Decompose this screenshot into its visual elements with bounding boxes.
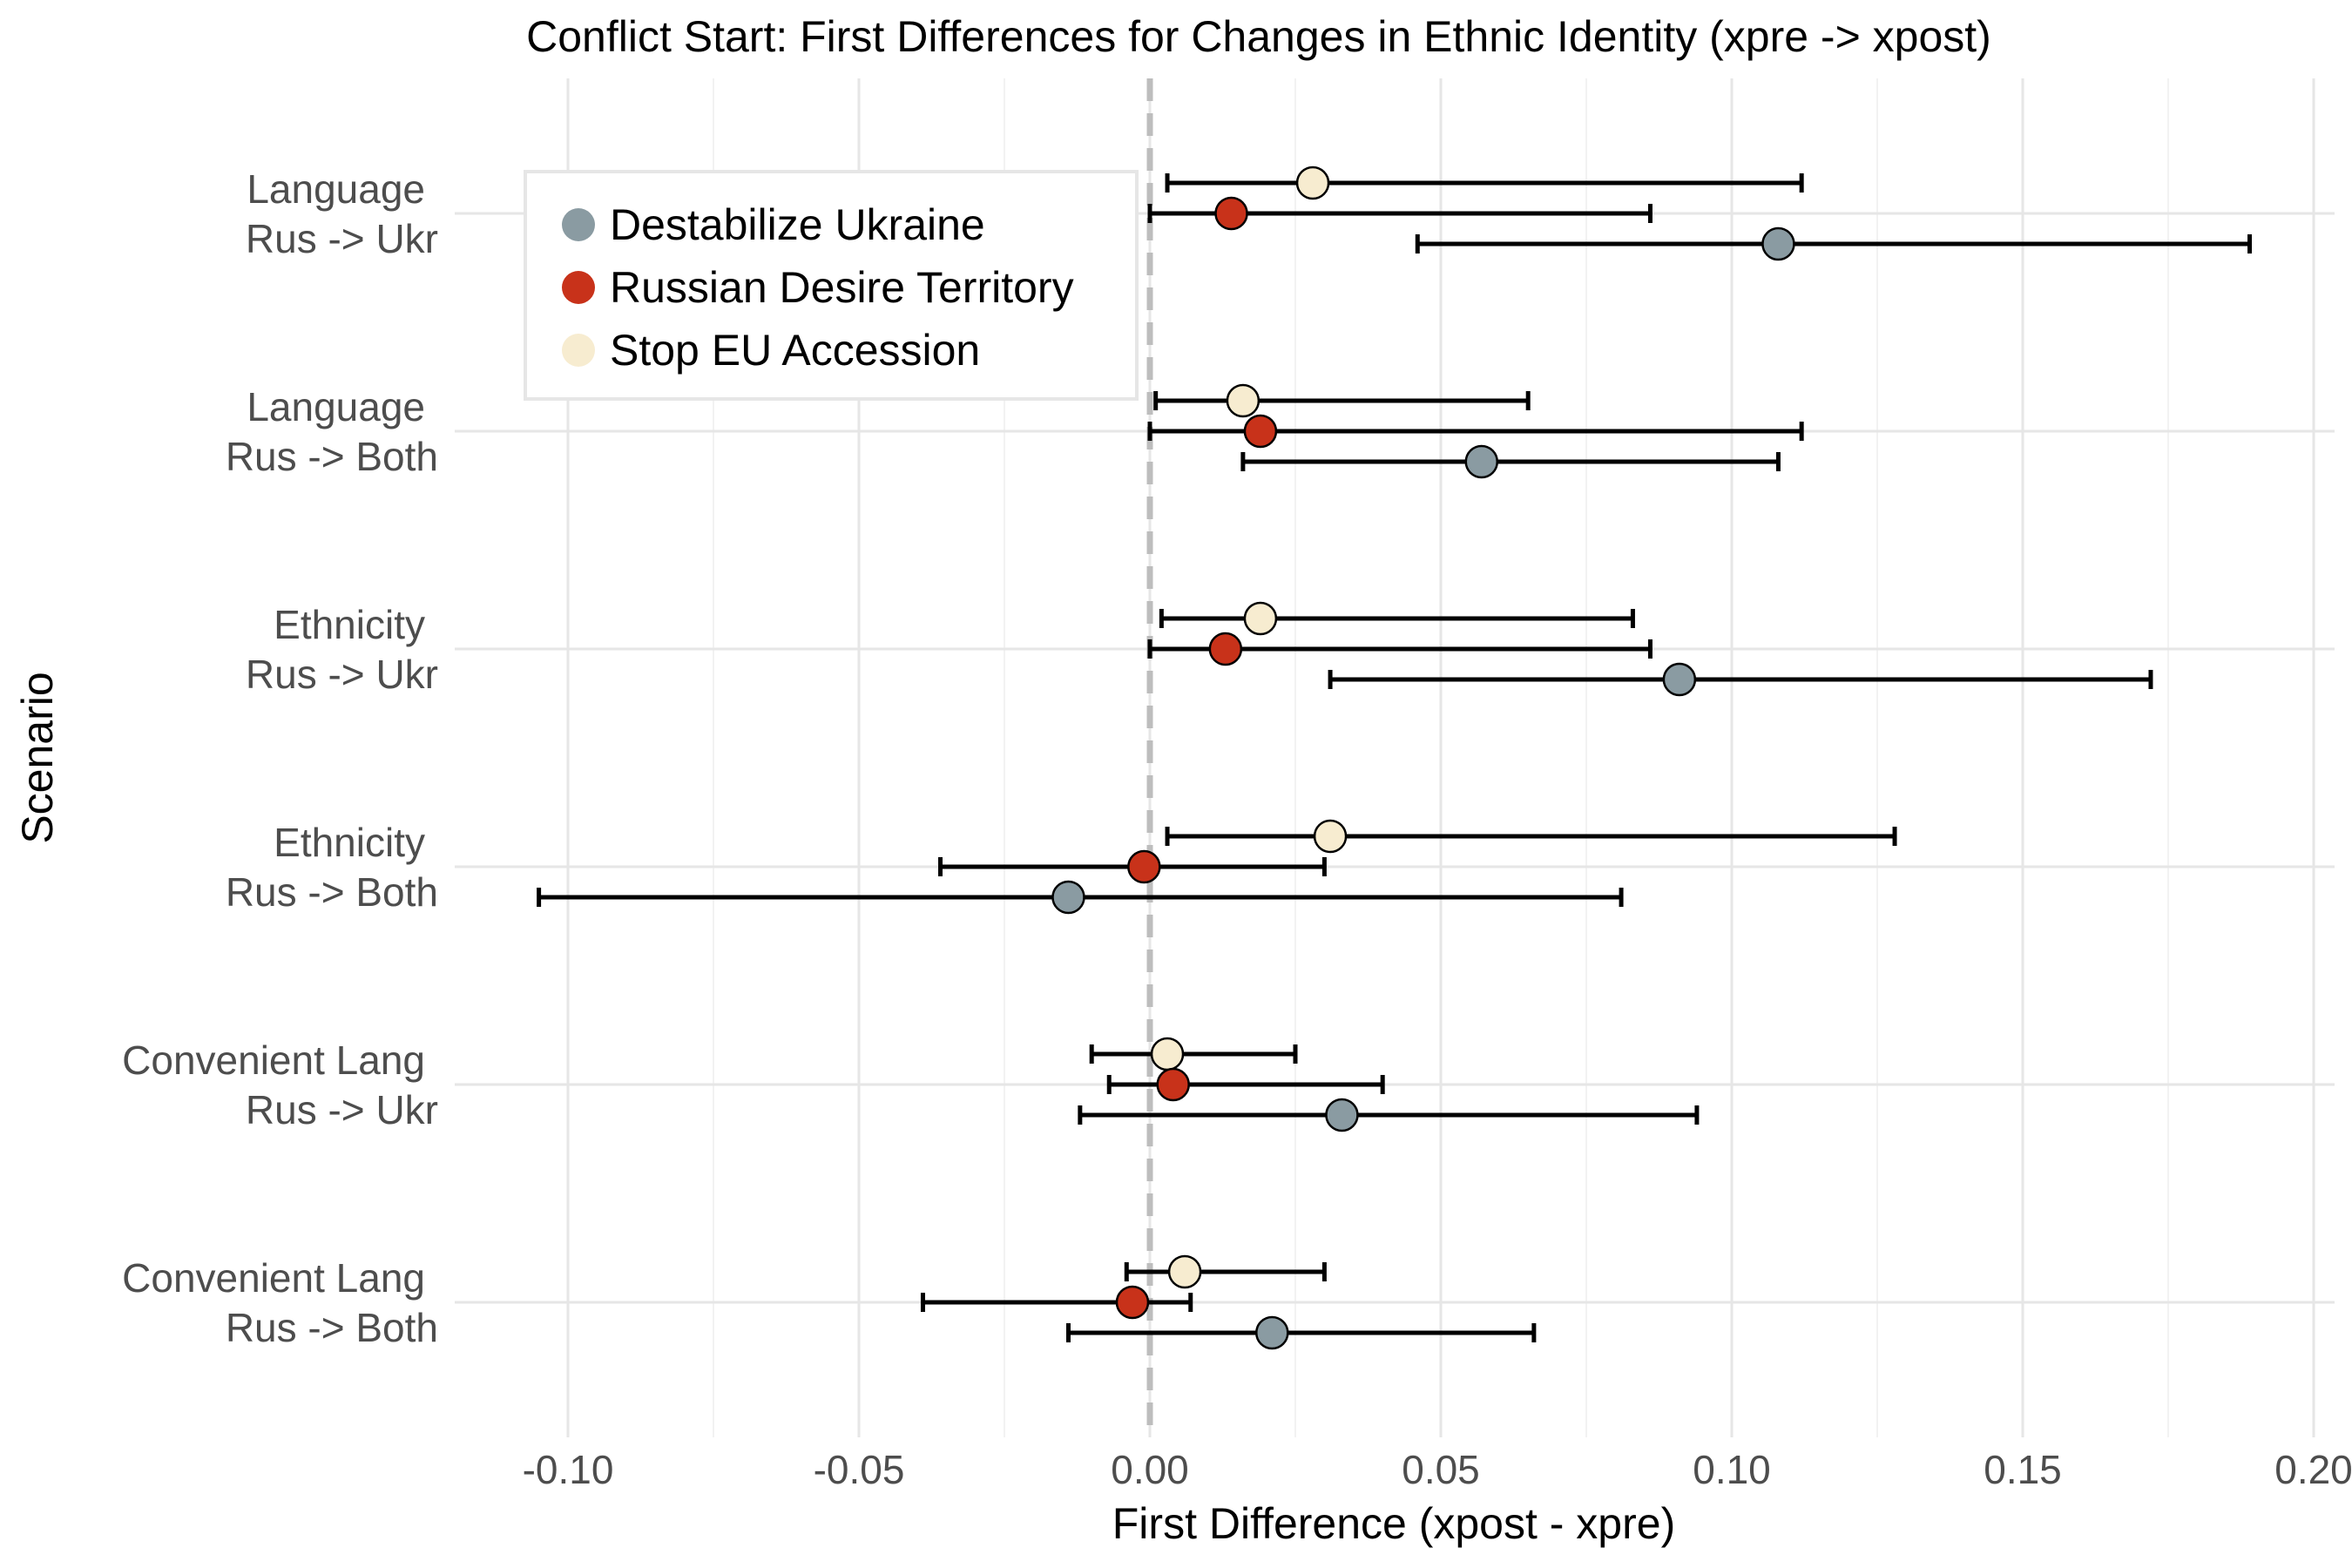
y-tick-label-line1: Convenient Lang: [122, 1037, 425, 1083]
chart-title: Conflict Start: First Differences for Ch…: [526, 12, 1991, 61]
x-tick-label: -0.10: [523, 1447, 614, 1492]
y-axis-title: Scenario: [13, 672, 62, 843]
legend-label: Destabilize Ukraine: [610, 200, 985, 249]
series-destabilize-ukraine: [537, 226, 2253, 1350]
point-estimate: [1208, 632, 1243, 666]
legend-swatch: [562, 271, 595, 304]
y-tick-label-line2: Rus -> Both: [226, 1305, 438, 1350]
legend-box: [524, 170, 1139, 401]
y-tick-label-line2: Rus -> Ukr: [246, 216, 438, 261]
x-tick-label: 0.05: [1402, 1447, 1480, 1492]
legend-swatch: [562, 208, 595, 241]
point-estimate: [1761, 226, 1795, 261]
point-estimate: [1255, 1315, 1289, 1350]
point-estimate: [1214, 196, 1248, 231]
x-axis-title: First Difference (xpost - xpre): [1112, 1499, 1675, 1548]
legend-label: Stop EU Accession: [610, 326, 980, 375]
marks: [537, 166, 2253, 1350]
point-estimate: [1243, 414, 1278, 449]
point-estimate: [1243, 601, 1278, 636]
point-estimate: [1127, 849, 1161, 884]
x-tick-label: -0.05: [814, 1447, 905, 1492]
point-estimate: [1295, 166, 1330, 200]
point-estimate: [1167, 1254, 1202, 1289]
point-estimate: [1662, 662, 1697, 697]
y-tick-label-line2: Rus -> Ukr: [246, 1087, 438, 1132]
point-estimate: [1156, 1067, 1190, 1102]
x-tick-label: 0.10: [1693, 1447, 1771, 1492]
y-tick-label-line2: Rus -> Ukr: [246, 652, 438, 697]
y-tick-label-line1: Ethnicity: [274, 602, 425, 647]
legend: Destabilize Ukraine Russian Desire Territ…: [524, 170, 1139, 401]
y-tick-label-line2: Rus -> Both: [226, 434, 438, 479]
legend-label: Russian Desire Territory: [610, 263, 1074, 312]
point-estimate: [1464, 444, 1499, 479]
point-estimate: [1150, 1037, 1185, 1071]
point-estimate: [1226, 383, 1260, 418]
y-tick-label-line2: Rus -> Both: [226, 869, 438, 915]
point-estimate: [1313, 819, 1348, 854]
axes: -0.10 -0.05 0.00 0.05 0.10 0.15 0.20LanguageRu…: [122, 166, 2352, 1492]
point-estimate: [1051, 880, 1085, 915]
x-tick-label: 0.00: [1111, 1447, 1189, 1492]
point-estimate: [1115, 1285, 1150, 1320]
series-russian-desire-territory: [920, 196, 1804, 1320]
y-tick-label-line1: Language: [247, 384, 425, 429]
point-estimate: [1325, 1098, 1359, 1132]
x-tick-label: 0.20: [2274, 1447, 2352, 1492]
legend-swatch: [562, 334, 595, 367]
y-tick-label-line1: Language: [247, 166, 425, 212]
x-tick-label: 0.15: [1984, 1447, 2062, 1492]
series-stop-eu-accession: [1089, 166, 1897, 1289]
y-tick-label-line1: Ethnicity: [274, 820, 425, 865]
y-tick-label-line1: Convenient Lang: [122, 1255, 425, 1301]
